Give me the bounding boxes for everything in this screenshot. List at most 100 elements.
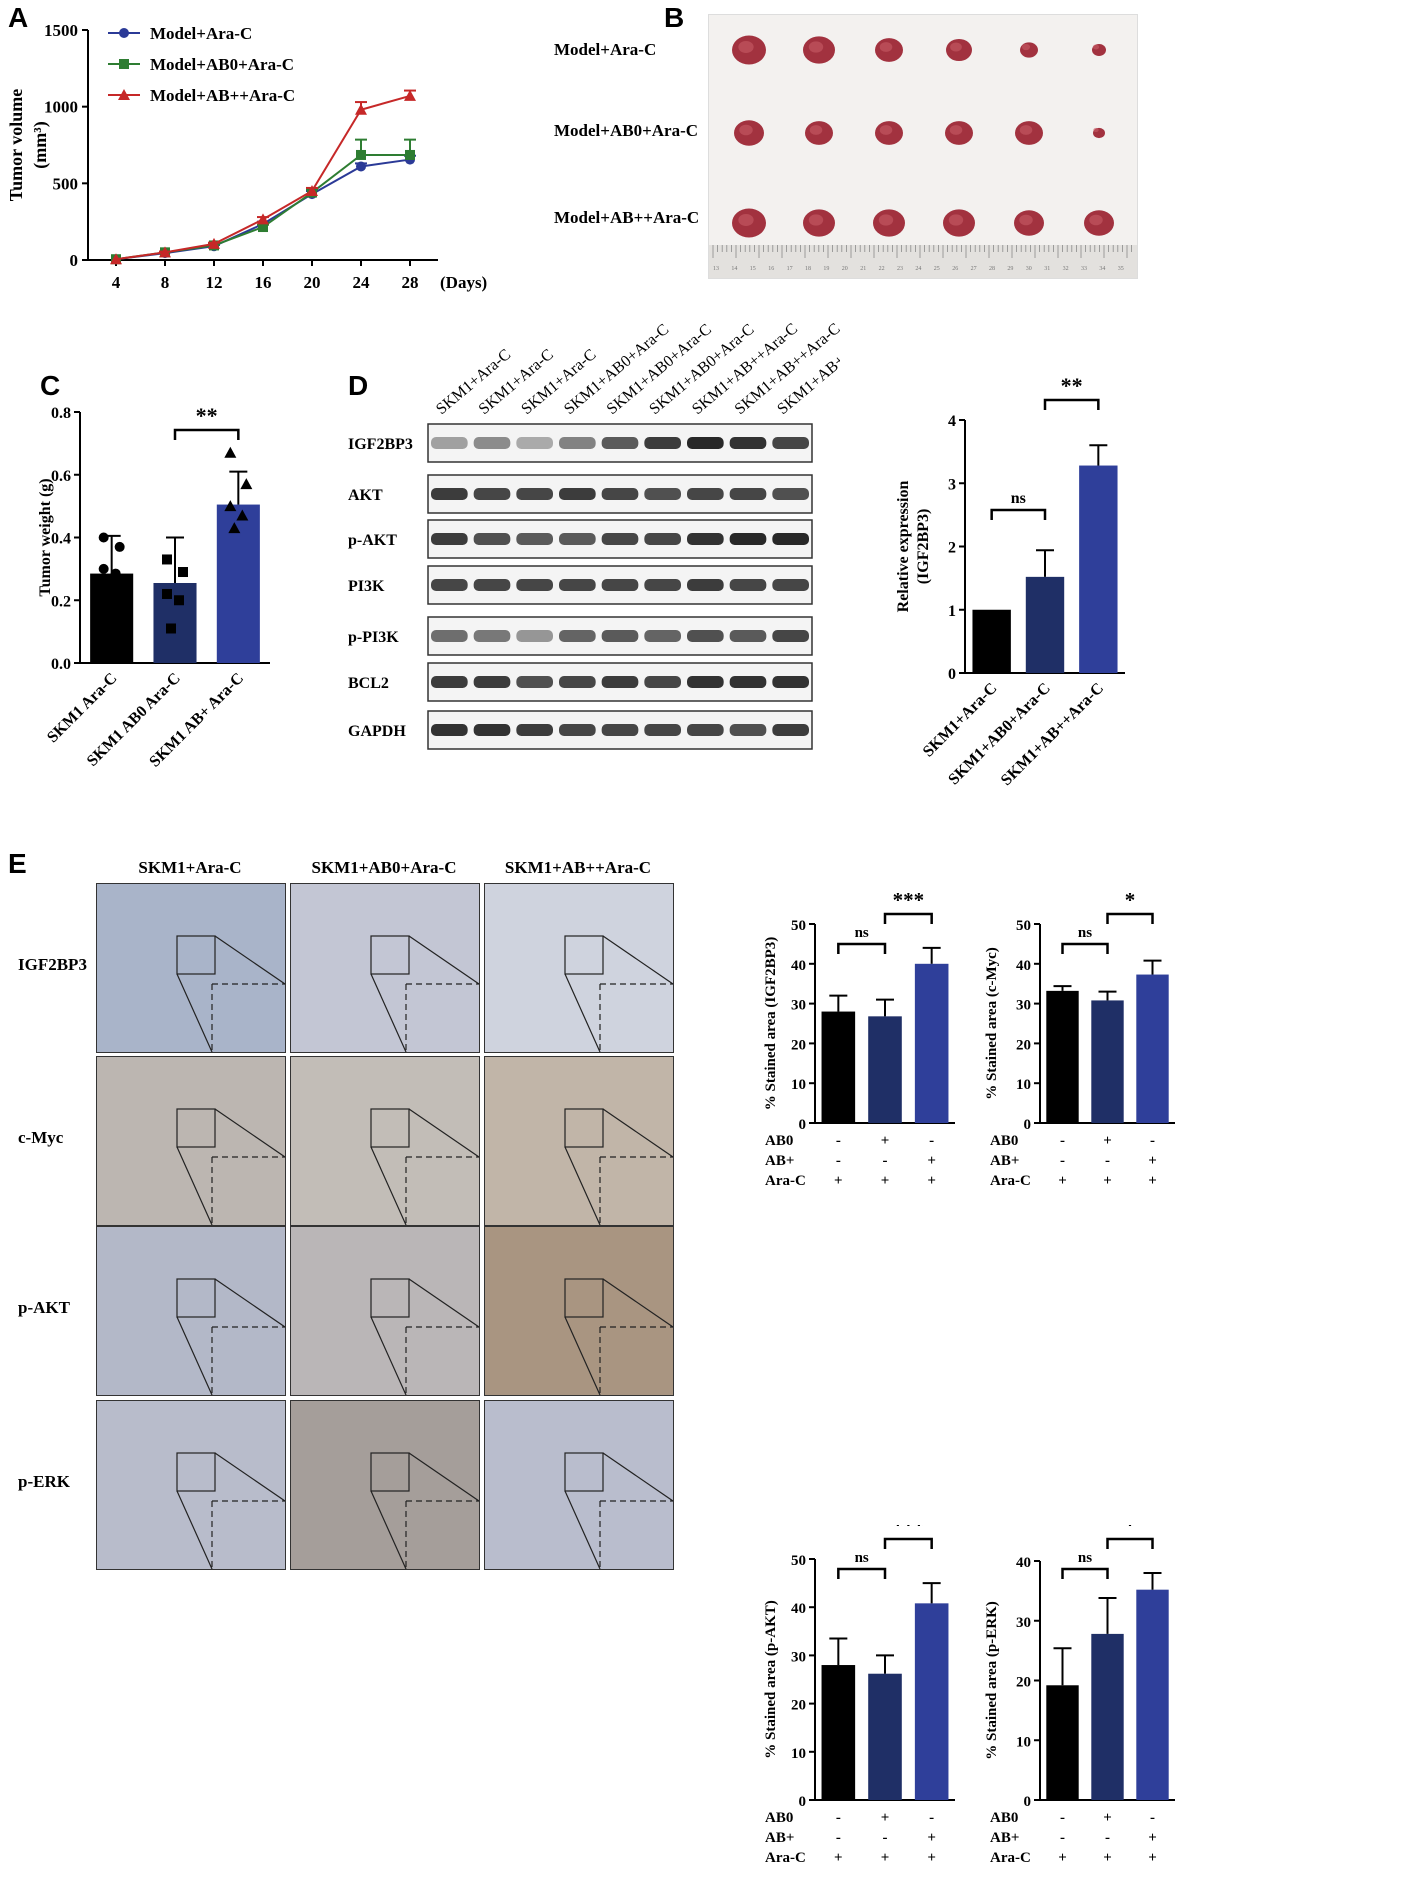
tumor-highlight xyxy=(950,42,962,52)
y-tick-label: 1 xyxy=(948,603,956,620)
significance-bracket xyxy=(1061,942,1109,954)
tumor-highlight xyxy=(879,125,893,135)
treatment-sign: + xyxy=(881,1133,890,1149)
legend-label: Model+AB0+Ara-C xyxy=(150,55,294,74)
treatment-sign: + xyxy=(1058,1173,1067,1189)
blot-band xyxy=(601,724,639,736)
y-tick-label: 0 xyxy=(948,666,956,683)
significance-bracket xyxy=(1043,398,1100,410)
zoom-line xyxy=(176,1490,213,1570)
zoom-region xyxy=(176,1278,216,1318)
ihc-image xyxy=(96,883,286,1053)
blot-band xyxy=(644,630,681,642)
ihc-image xyxy=(290,1400,480,1570)
data-point xyxy=(119,28,129,38)
zoom-line xyxy=(602,1108,674,1158)
tumor-highlight xyxy=(739,124,753,136)
zoom-line xyxy=(214,1108,286,1158)
significance-label: *** xyxy=(893,1525,925,1537)
tumor-highlight xyxy=(1093,127,1099,133)
significance-bracket xyxy=(883,912,933,924)
ihc-column-label: SKM1+Ara-C xyxy=(138,858,242,877)
significance-label: ** xyxy=(196,403,218,428)
blot-band xyxy=(559,437,596,449)
treatment-sign: + xyxy=(1148,1173,1157,1189)
y-tick-label: 20 xyxy=(1016,1037,1031,1053)
blot-band xyxy=(473,437,511,449)
ruler-label: 28 xyxy=(989,266,995,272)
y-tick-label: 0 xyxy=(1024,1794,1032,1810)
tumor-photo-panel: 13 14 15 16 17 18 19 20 21 22 23 24 25 26 27 28 29 30 31 32… xyxy=(708,14,1138,279)
treatment-sign: + xyxy=(881,1810,890,1826)
blot-band xyxy=(516,533,553,545)
zoom-region xyxy=(564,1278,604,1318)
series-line xyxy=(115,153,410,261)
data-point xyxy=(208,237,220,249)
zoom-line xyxy=(564,1146,601,1226)
treatment-sign: + xyxy=(881,1850,890,1866)
ihc-zoom-overlay xyxy=(176,1108,286,1226)
y-axis-unit: (mm³) xyxy=(30,121,51,168)
treatment-sign: - xyxy=(929,1133,934,1149)
ihc-zoom-overlay xyxy=(564,935,674,1053)
zoom-line xyxy=(602,1278,674,1328)
treatment-label: Ara-C xyxy=(990,1173,1031,1189)
legend-label: Model+Ara-C xyxy=(150,24,252,43)
zoom-region xyxy=(176,1452,216,1492)
panel-label-b: B xyxy=(664,2,685,33)
ihc-zoom-overlay xyxy=(176,935,286,1053)
tumor-highlight xyxy=(1019,125,1033,135)
legend-label: Model+AB++Ara-C xyxy=(150,86,295,105)
ihc-image xyxy=(484,883,674,1053)
blot-band xyxy=(559,724,596,736)
data-point xyxy=(98,563,109,574)
treatment-sign: + xyxy=(927,1850,936,1866)
treatment-sign: - xyxy=(1060,1830,1065,1846)
panel-label-e: E xyxy=(8,848,27,879)
treatment-label: AB+ xyxy=(765,1153,794,1169)
bar xyxy=(1046,1685,1079,1800)
blot-band xyxy=(729,630,767,642)
tumor-highlight xyxy=(809,125,823,135)
blot-band xyxy=(772,676,809,688)
blot-band xyxy=(473,676,511,688)
zoom-line xyxy=(214,1452,286,1502)
blot-band xyxy=(559,579,596,591)
treatment-sign: + xyxy=(1103,1850,1112,1866)
ruler xyxy=(709,245,1137,278)
ruler-label: 30 xyxy=(1026,266,1032,272)
blot-band xyxy=(729,676,767,688)
significance-bracket xyxy=(1061,1567,1109,1579)
y-tick-label: 40 xyxy=(1016,1555,1031,1571)
data-point xyxy=(258,222,268,233)
ihc-image xyxy=(484,1400,674,1570)
data-point xyxy=(110,253,122,265)
photo-row-label: Model+AB++Ara-C xyxy=(554,208,699,227)
significance-label: * xyxy=(1125,1525,1136,1537)
ihc-zoom-overlay xyxy=(564,1108,674,1226)
ruler-label: 26 xyxy=(952,266,958,272)
y-tick-label: 2 xyxy=(948,540,956,557)
protein-label: BCL2 xyxy=(348,675,389,692)
tumor-highlight xyxy=(738,214,754,226)
blot-band xyxy=(431,488,468,500)
treatment-label: Ara-C xyxy=(765,1173,806,1189)
chart-a-tumor-volume: 0 500 1000 1500 4 8 12 16 20 24 28 (Days) Tumor volu… xyxy=(6,21,487,292)
blot-band xyxy=(473,630,511,642)
bar xyxy=(1091,1633,1124,1800)
bar xyxy=(914,963,949,1123)
series-line xyxy=(115,158,411,261)
zoom-line xyxy=(370,973,407,1053)
zoom-region xyxy=(370,1108,410,1148)
treatment-label: AB+ xyxy=(765,1830,794,1846)
zoom-region xyxy=(176,1108,216,1148)
protein-label: AKT xyxy=(348,487,383,504)
treatment-sign: + xyxy=(1103,1133,1112,1149)
ihc-image xyxy=(290,883,480,1053)
zoom-line xyxy=(370,1490,407,1570)
blot-band xyxy=(772,724,809,736)
significance-bracket xyxy=(990,508,1047,520)
y-axis-label-2: (IGF2BP3) xyxy=(915,509,932,585)
blot-band xyxy=(601,579,639,591)
x-tick-label: 8 xyxy=(161,273,170,292)
